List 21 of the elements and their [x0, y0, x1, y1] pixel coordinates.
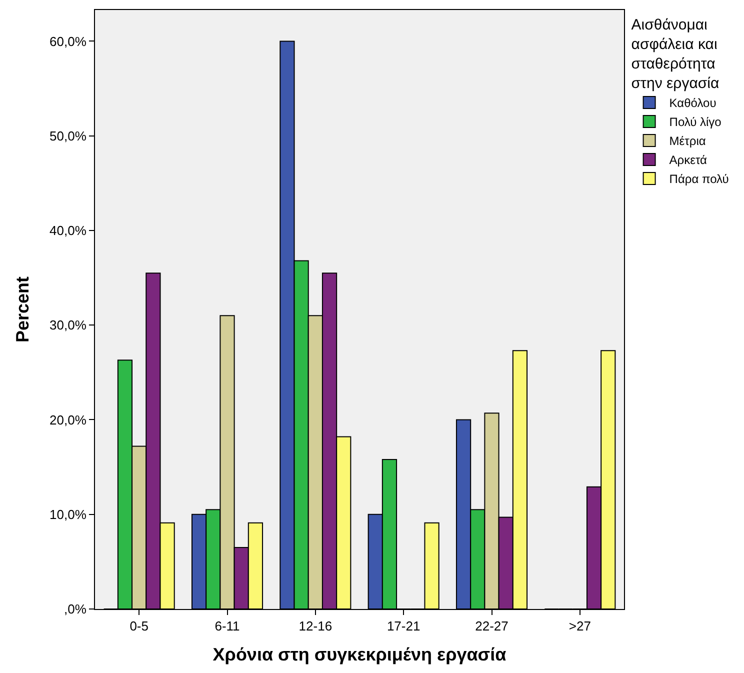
y-tick-label: 30,0% — [50, 318, 87, 333]
legend-label: Πολύ λίγο — [669, 115, 722, 130]
y-tick-label: 40,0% — [50, 223, 87, 238]
legend-label: Μέτρια — [669, 134, 706, 148]
y-tick-label: 10,0% — [50, 506, 87, 522]
x-tick-label: 12-16 — [298, 618, 332, 634]
y-tick-label: 50,0% — [50, 128, 87, 144]
legend-label: Αρκετά — [669, 153, 708, 168]
legend-label: Καθόλου — [669, 96, 716, 110]
x-tick-label: 0-5 — [130, 618, 148, 634]
y-tick-label: 20,0% — [50, 412, 87, 428]
x-tick-label: 22-27 — [475, 618, 508, 634]
x-tick-label: 6-11 — [214, 618, 240, 634]
x-tick-label: 17-21 — [386, 618, 420, 634]
y-axis-title: Percent — [12, 276, 33, 343]
y-tick-label: 60,0% — [50, 34, 87, 49]
x-tick-label: >27 — [568, 618, 591, 634]
y-tick-label: ,0% — [64, 602, 87, 617]
x-axis-title: Χρόνια στη συγκεκριμένη εργασία — [212, 644, 506, 665]
legend-label: Πάρα πολύ — [669, 172, 729, 186]
legend-title: Αισθάνομαι ασφάλεια και σταθερότητα στην εργασία — [631, 16, 720, 92]
